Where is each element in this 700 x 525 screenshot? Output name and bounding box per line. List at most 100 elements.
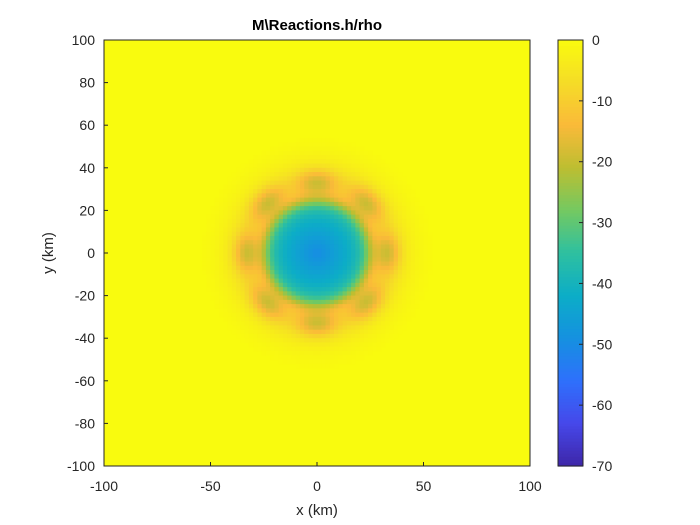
heatmap-cell (317, 333, 322, 339)
heatmap-cell (223, 316, 229, 322)
heatmap-cell (270, 265, 275, 271)
colorbar-cell (558, 225, 583, 230)
heatmap-cell (312, 304, 318, 309)
heatmap-cell (261, 253, 267, 258)
heatmap-cell (351, 163, 356, 169)
heatmap-cell (227, 321, 233, 327)
heatmap-cell (274, 346, 280, 352)
heatmap-cell (325, 295, 331, 301)
heatmap-cell (231, 287, 237, 292)
heatmap-cell (363, 316, 369, 322)
heatmap-cell (299, 304, 305, 309)
colorbar-cell (558, 113, 583, 117)
heatmap-cell (368, 261, 373, 267)
heatmap-cell (368, 257, 373, 263)
heatmap-cell (342, 227, 348, 233)
heatmap-cell (257, 189, 263, 194)
heatmap-cell (274, 244, 280, 250)
heatmap-cell (223, 189, 229, 194)
heatmap-cell (291, 329, 297, 335)
heatmap-cell (278, 304, 284, 309)
heatmap-cell (219, 261, 224, 267)
colorbar-cell (558, 61, 583, 65)
heatmap-cell (351, 312, 356, 318)
heatmap-cell (338, 197, 344, 203)
heatmap-cell (334, 155, 339, 160)
heatmap-cell (308, 316, 314, 322)
heatmap-cell (223, 257, 229, 263)
heatmap-cell (338, 223, 344, 229)
heatmap-cell (270, 329, 275, 335)
heatmap-cell (397, 184, 403, 190)
heatmap-cell (282, 257, 288, 263)
heatmap-cell (372, 265, 378, 271)
heatmap-cell (274, 150, 280, 156)
heatmap-cell (372, 287, 378, 292)
heatmap-cell (317, 282, 322, 288)
heatmap-cell (278, 163, 284, 169)
heatmap-cell (231, 193, 237, 199)
heatmap-cell (351, 308, 356, 314)
heatmap-cell (261, 265, 267, 271)
heatmap-cell (261, 155, 267, 160)
heatmap-cell (334, 355, 339, 361)
heatmap-cell (355, 197, 361, 203)
heatmap-cell (423, 244, 429, 250)
heatmap-cell (295, 146, 301, 152)
colorbar-cell (558, 228, 583, 233)
heatmap-cell (351, 223, 356, 229)
heatmap-cell (402, 325, 408, 331)
heatmap-cell (291, 231, 297, 237)
heatmap-cell (389, 312, 395, 318)
heatmap-cell (325, 172, 331, 177)
heatmap-cell (206, 253, 212, 258)
colorbar-cell (558, 249, 583, 254)
heatmap-cell (380, 167, 386, 173)
heatmap-cell (219, 214, 224, 220)
heatmap-cell (402, 316, 408, 322)
heatmap-cell (248, 325, 254, 331)
heatmap-cell (334, 227, 339, 233)
heatmap-cell (342, 312, 348, 318)
heatmap-cell (236, 270, 241, 275)
heatmap-cell (406, 244, 412, 250)
heatmap-cell (372, 244, 378, 250)
heatmap-cell (376, 167, 382, 173)
colorbar-cell (558, 438, 583, 443)
heatmap-cell (299, 189, 305, 194)
heatmap-cell (363, 282, 369, 288)
heatmap-cell (312, 274, 318, 280)
heatmap-cell (359, 355, 365, 361)
heatmap-cell (227, 227, 233, 233)
heatmap-cell (253, 299, 258, 305)
heatmap-cell (380, 197, 386, 203)
colorbar-cell (558, 365, 583, 370)
heatmap-cell (270, 287, 275, 292)
heatmap-cell (270, 342, 275, 348)
heatmap-cell (376, 278, 382, 284)
heatmap-cell (363, 193, 369, 199)
heatmap-cell (346, 274, 352, 280)
heatmap-cell (351, 278, 356, 284)
heatmap-cell (410, 218, 416, 224)
heatmap-cell (282, 146, 288, 152)
heatmap-cell (308, 265, 314, 271)
heatmap-cell (253, 184, 258, 190)
heatmap-cell (282, 325, 288, 331)
heatmap-cell (351, 184, 356, 190)
heatmap-cell (406, 235, 412, 241)
heatmap-cell (402, 274, 408, 280)
heatmap-cell (261, 227, 267, 233)
heatmap-cell (321, 244, 327, 250)
heatmap-cell (359, 189, 365, 194)
heatmap-cell (248, 338, 254, 344)
heatmap-cell (274, 329, 280, 335)
heatmap-cell (376, 346, 382, 352)
colorbar-cell (558, 67, 583, 72)
heatmap-cell (253, 172, 258, 177)
heatmap-cell (346, 287, 352, 292)
heatmap-cell (265, 261, 271, 267)
heatmap-cell (287, 231, 293, 237)
heatmap-cell (325, 197, 331, 203)
heatmap-cell (214, 278, 220, 284)
